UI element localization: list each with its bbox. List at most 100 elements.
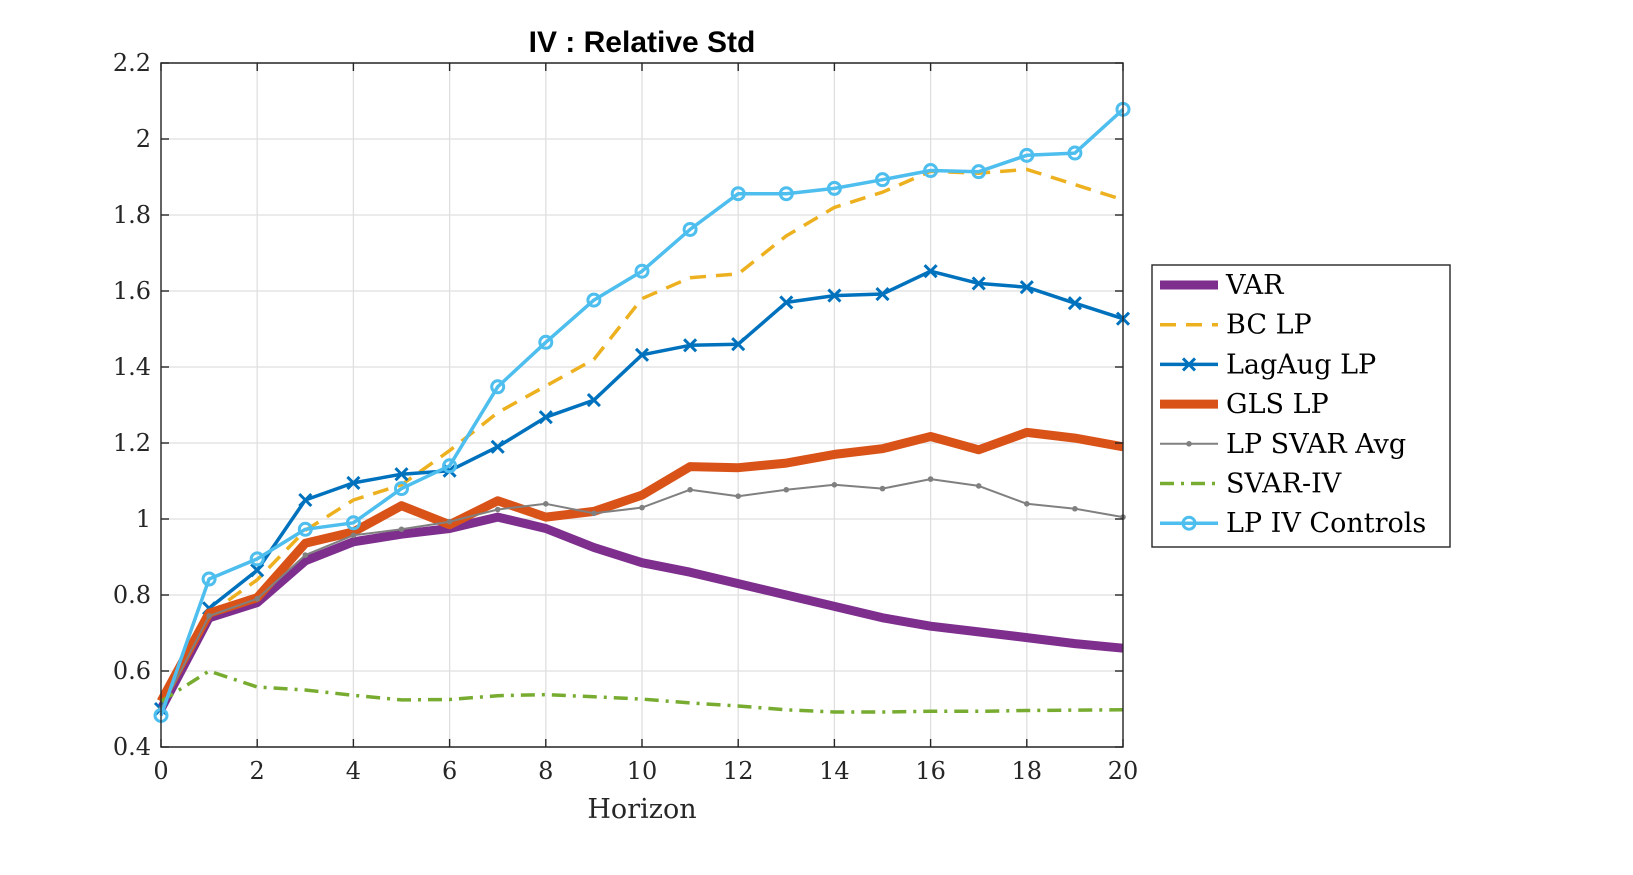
data-point-lp-iv-controls	[490, 379, 506, 395]
data-point-lp-svar-avg	[879, 485, 886, 492]
data-point-lp-iv-controls	[297, 521, 313, 537]
series-line-gls-lp	[157, 427, 1124, 704]
data-point-lp-iv-controls	[826, 180, 842, 196]
ticks: 0 2 4 6 8 10 12 14 16 18 20 0.4 0.6 0.8 1 1.2 1.4 1.6 1.8 2…	[113, 49, 1138, 785]
legend: VAR BC LP LagAug LP GLS LP LP SVAR Avg SVAR-I…	[1151, 264, 1451, 548]
series-lp-iv-controls	[153, 101, 1131, 723]
legend-marker	[1186, 441, 1192, 447]
series-lp-svar-avg	[158, 476, 1126, 712]
y-tick-label: 1.2	[113, 429, 151, 457]
data-point-lp-svar-avg	[831, 482, 838, 488]
series-line-var	[157, 512, 1124, 712]
data-point-lagaug-lp	[971, 276, 986, 291]
legend-label: SVAR-IV	[1226, 469, 1342, 500]
series-svar-iv	[160, 669, 1124, 714]
legend-item-bc-lp: BC LP	[1160, 310, 1312, 341]
x-tick-label: 4	[346, 757, 361, 785]
data-point-lp-iv-controls	[923, 163, 939, 179]
legend-item-gls-lp: GLS LP	[1160, 389, 1329, 420]
y-tick-label: 2	[136, 125, 151, 153]
data-point-lp-iv-controls	[875, 172, 890, 188]
data-point-lp-iv-controls	[249, 551, 265, 567]
data-point-lp-iv-controls	[394, 481, 409, 497]
data-point-lagaug-lp	[1067, 296, 1082, 311]
x-tick-label: 0	[153, 757, 168, 785]
data-point-lp-svar-avg	[254, 596, 260, 602]
legend-label: LP IV Controls	[1226, 508, 1426, 539]
data-point-lagaug-lp	[586, 392, 601, 408]
legend-item-lp-svar-avg: LP SVAR Avg	[1160, 429, 1406, 460]
legend-marker	[1181, 515, 1197, 531]
data-point-lp-svar-avg	[543, 501, 549, 507]
data-point-lp-svar-avg	[446, 518, 453, 525]
x-tick-label: 10	[627, 757, 658, 785]
data-point-lp-svar-avg	[1024, 501, 1030, 507]
legend-label: LP SVAR Avg	[1226, 429, 1406, 460]
x-tick-label: 20	[1108, 757, 1139, 785]
data-point-lp-svar-avg	[350, 532, 357, 539]
data-point-lp-svar-avg	[1072, 505, 1078, 512]
data-point-lp-iv-controls	[730, 186, 746, 202]
data-point-lagaug-lp	[394, 467, 409, 482]
data-point-lp-iv-controls	[634, 263, 650, 279]
data-point-lagaug-lp	[298, 492, 313, 508]
data-point-lagaug-lp	[923, 264, 938, 279]
x-tick-label: 2	[250, 757, 265, 785]
x-tick-label: 16	[915, 757, 946, 785]
data-point-lp-svar-avg	[975, 483, 982, 489]
data-point-lagaug-lp	[875, 286, 890, 302]
y-tick-label: 0.8	[113, 581, 151, 609]
series-line-svar-iv	[160, 669, 1124, 714]
data-point-lp-iv-controls	[442, 458, 458, 474]
x-tick-label: 18	[1012, 757, 1043, 785]
data-point-lagaug-lp	[827, 288, 842, 303]
y-tick-label: 2.2	[113, 49, 151, 77]
legend-label: LagAug LP	[1226, 349, 1376, 380]
data-point-lp-svar-avg	[927, 476, 934, 482]
data-point-lagaug-lp	[683, 338, 698, 353]
legend-item-svar-iv: SVAR-IV	[1160, 469, 1342, 500]
legend-label: BC LP	[1226, 310, 1312, 341]
chart-title: IV : Relative Std	[529, 26, 756, 59]
data-point-lagaug-lp	[1019, 280, 1034, 295]
data-point-lagaug-lp	[779, 295, 794, 310]
y-tick-label: 1.6	[113, 277, 151, 305]
data-point-lagaug-lp	[346, 475, 361, 490]
x-tick-label: 14	[819, 757, 850, 785]
y-tick-label: 0.6	[113, 657, 151, 685]
data-point-lagaug-lp	[490, 439, 505, 454]
data-point-lagaug-lp	[250, 563, 265, 578]
legend-marker	[1181, 357, 1197, 372]
y-tick-label: 1.8	[113, 201, 151, 229]
data-point-lagaug-lp	[538, 410, 553, 425]
data-point-lp-svar-avg	[639, 504, 645, 511]
legend-item-lp-iv-controls: LP IV Controls	[1160, 508, 1426, 539]
data-point-lp-svar-avg	[302, 552, 309, 558]
series-gls-lp	[157, 427, 1124, 704]
data-point-lp-svar-avg	[687, 486, 693, 493]
data-point-lp-svar-avg	[206, 613, 212, 619]
legend-label: VAR	[1225, 270, 1284, 301]
x-tick-label: 12	[723, 757, 754, 785]
data-point-lp-iv-controls	[586, 292, 602, 308]
y-tick-label: 1	[136, 505, 151, 533]
data-point-lp-iv-controls	[778, 186, 794, 202]
y-tick-label: 1.4	[113, 353, 151, 381]
x-tick-label: 8	[538, 757, 553, 785]
data-point-lp-iv-controls	[538, 334, 554, 350]
x-tick-label: 6	[442, 757, 457, 785]
data-point-lp-iv-controls	[682, 221, 698, 237]
legend-label: GLS LP	[1226, 389, 1329, 420]
data-point-lp-iv-controls	[1067, 145, 1083, 161]
series-group	[153, 101, 1131, 723]
data-point-lp-iv-controls	[971, 164, 987, 180]
data-point-lp-svar-avg	[494, 506, 501, 513]
series-line-lp-iv-controls	[159, 108, 1125, 717]
legend-item-lagaug-lp: LagAug LP	[1160, 349, 1376, 380]
data-point-lp-svar-avg	[398, 526, 405, 533]
data-point-lp-svar-avg	[735, 493, 741, 500]
data-point-lagaug-lp	[634, 347, 650, 362]
data-point-lp-svar-avg	[783, 486, 790, 493]
data-point-lp-iv-controls	[201, 571, 217, 587]
